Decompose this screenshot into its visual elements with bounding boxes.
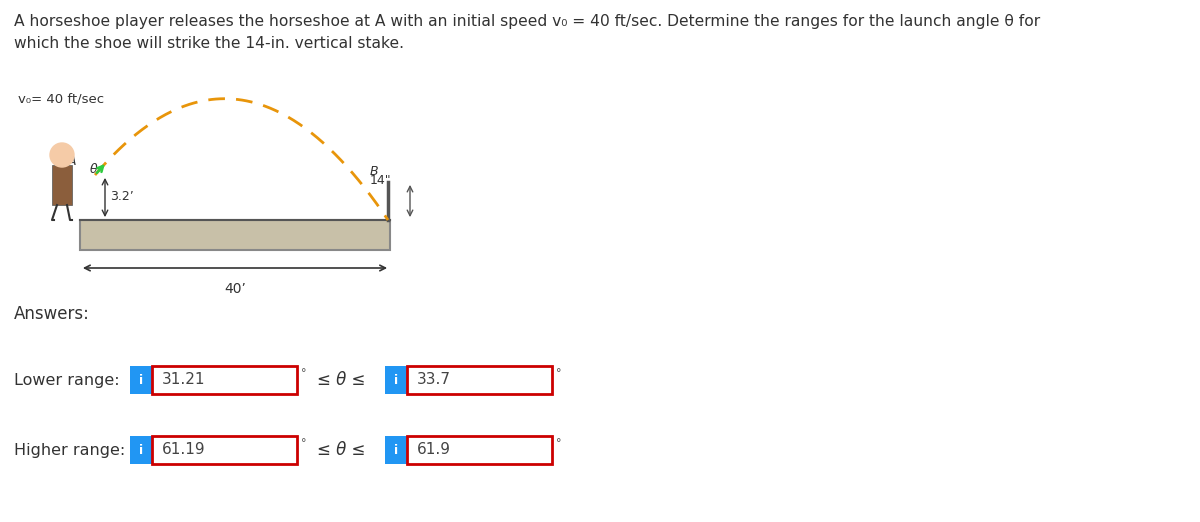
Bar: [385, 436, 407, 464]
Text: i: i: [394, 444, 398, 457]
Text: 31.21: 31.21: [162, 373, 205, 387]
Bar: [385, 366, 407, 394]
Bar: [152, 436, 298, 464]
Text: Answers:: Answers:: [14, 305, 90, 323]
Circle shape: [50, 143, 74, 167]
Text: v₀= 40 ft/sec: v₀= 40 ft/sec: [18, 93, 104, 106]
Text: 14": 14": [370, 174, 391, 187]
Text: B: B: [370, 165, 379, 178]
Text: i: i: [139, 374, 143, 386]
Text: 3.2’: 3.2’: [110, 189, 133, 203]
Text: ≤ θ ≤: ≤ θ ≤: [317, 371, 365, 389]
Bar: [80, 220, 390, 250]
Text: 61.19: 61.19: [162, 443, 205, 457]
Text: °: °: [301, 438, 306, 448]
Text: which the shoe will strike the 14-in. vertical stake.: which the shoe will strike the 14-in. ve…: [14, 36, 404, 51]
Bar: [130, 366, 152, 394]
Text: 61.9: 61.9: [418, 443, 451, 457]
Text: A: A: [68, 155, 77, 168]
Text: 33.7: 33.7: [418, 373, 451, 387]
Bar: [407, 366, 552, 394]
Text: θ: θ: [90, 163, 97, 176]
Bar: [152, 366, 298, 394]
Text: A horseshoe player releases the horseshoe at ​A with an initial speed v₀ = 40 ft: A horseshoe player releases the horsesho…: [14, 14, 1040, 29]
Text: °: °: [556, 368, 562, 378]
Text: ≤ θ ≤: ≤ θ ≤: [317, 441, 365, 459]
Text: i: i: [139, 444, 143, 457]
Bar: [52, 165, 72, 205]
Bar: [407, 436, 552, 464]
Text: °: °: [556, 438, 562, 448]
Bar: [130, 436, 152, 464]
Text: Lower range:: Lower range:: [14, 373, 120, 387]
Text: °: °: [301, 368, 306, 378]
Text: i: i: [394, 374, 398, 386]
Text: Higher range:: Higher range:: [14, 443, 125, 457]
Text: 40’: 40’: [224, 282, 246, 296]
